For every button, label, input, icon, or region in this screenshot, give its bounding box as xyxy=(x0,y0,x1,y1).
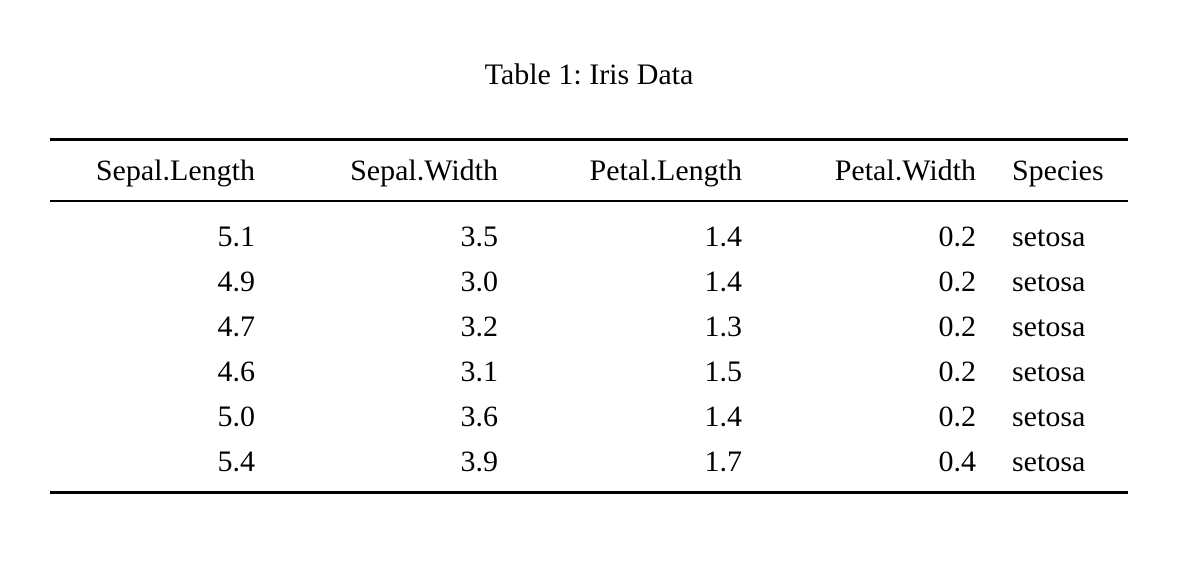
table-row: 4.6 3.1 1.5 0.2 setosa xyxy=(50,349,1128,394)
cell-species: setosa xyxy=(1012,220,1086,253)
cell-sepal-length: 5.1 xyxy=(217,220,256,253)
table-row: 4.9 3.0 1.4 0.2 setosa xyxy=(50,259,1128,304)
cell-sepal-width: 3.1 xyxy=(460,355,499,388)
cell-petal-width: 0.4 xyxy=(938,445,977,478)
cell-petal-length: 1.7 xyxy=(704,445,743,478)
column-header-petal-width: Petal.Width xyxy=(742,139,976,202)
column-header-species: Species xyxy=(976,139,1128,202)
cell-species: setosa xyxy=(1012,445,1086,478)
cell-species: setosa xyxy=(1012,400,1086,433)
header-row: Sepal.Length Sepal.Width Petal.Length Pe… xyxy=(50,139,1128,202)
cell-petal-width: 0.2 xyxy=(938,400,977,433)
cell-petal-width: 0.2 xyxy=(938,265,977,298)
cell-petal-width: 0.2 xyxy=(938,355,977,388)
iris-data-table: Sepal.Length Sepal.Width Petal.Length Pe… xyxy=(50,138,1128,494)
table-caption: Table 1: Iris Data xyxy=(484,58,694,91)
table-row: 5.0 3.6 1.4 0.2 setosa xyxy=(50,394,1128,439)
cell-sepal-length: 5.4 xyxy=(217,445,256,478)
column-header-petal-length: Petal.Length xyxy=(498,139,742,202)
cell-sepal-width: 3.9 xyxy=(460,445,499,478)
table-row: 5.1 3.5 1.4 0.2 setosa xyxy=(50,201,1128,259)
cell-species: setosa xyxy=(1012,265,1086,298)
cell-petal-length: 1.4 xyxy=(704,265,743,298)
cell-sepal-width: 3.5 xyxy=(460,220,499,253)
cell-sepal-length: 5.0 xyxy=(217,400,256,433)
cell-species: setosa xyxy=(1012,310,1086,343)
cell-petal-length: 1.4 xyxy=(704,220,743,253)
column-header-sepal-width: Sepal.Width xyxy=(255,139,498,202)
table-row: 5.4 3.9 1.7 0.4 setosa xyxy=(50,439,1128,493)
cell-petal-width: 0.2 xyxy=(938,220,977,253)
cell-sepal-length: 4.7 xyxy=(217,310,256,343)
table-row: 4.7 3.2 1.3 0.2 setosa xyxy=(50,304,1128,349)
cell-sepal-width: 3.2 xyxy=(460,310,499,343)
cell-petal-length: 1.4 xyxy=(704,400,743,433)
cell-sepal-length: 4.9 xyxy=(217,265,256,298)
cell-sepal-width: 3.6 xyxy=(460,400,499,433)
cell-sepal-width: 3.0 xyxy=(460,265,499,298)
cell-petal-length: 1.5 xyxy=(704,355,743,388)
column-header-sepal-length: Sepal.Length xyxy=(50,139,255,202)
cell-sepal-length: 4.6 xyxy=(217,355,256,388)
cell-petal-length: 1.3 xyxy=(704,310,743,343)
cell-petal-width: 0.2 xyxy=(938,310,977,343)
cell-species: setosa xyxy=(1012,355,1086,388)
